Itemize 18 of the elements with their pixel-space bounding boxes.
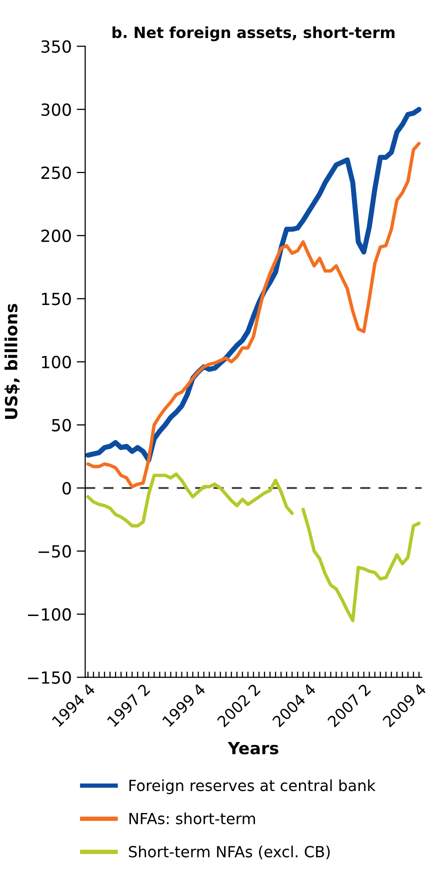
y-tick-label: 250 xyxy=(41,166,71,180)
y-tick-label: −50 xyxy=(38,545,71,558)
y-tick-label: 50 xyxy=(52,418,71,432)
y-tick-label: −150 xyxy=(28,671,71,684)
x-axis-title: Years xyxy=(228,742,278,754)
chart-title: b. Net foreign assets, short-term xyxy=(112,26,394,42)
legend-label: Foreign reserves at central bank xyxy=(129,779,376,794)
y-tick-label: 300 xyxy=(41,103,71,116)
line-series xyxy=(86,142,421,488)
y-tick-label: 200 xyxy=(41,230,71,242)
legend-label: NFAs: short-term xyxy=(129,812,255,824)
y-tick-label: −100 xyxy=(28,608,71,621)
y-tick-label: 350 xyxy=(41,40,71,53)
legend-label: Short-term NFAs (excl. CB) xyxy=(128,846,330,860)
y-axis-title: US$, billions xyxy=(4,304,20,419)
y-tick-label: 0 xyxy=(62,482,71,495)
y-tick-label: 100 xyxy=(42,356,71,368)
y-tick-label: 150 xyxy=(42,292,71,306)
